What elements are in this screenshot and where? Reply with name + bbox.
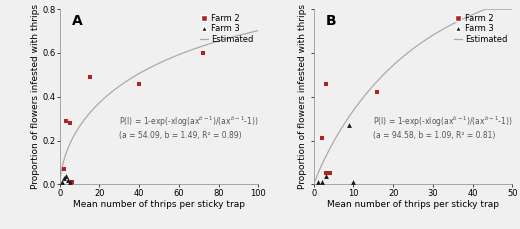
Point bbox=[326, 172, 334, 175]
Point bbox=[135, 82, 144, 85]
Point bbox=[58, 180, 66, 184]
Text: P(I) = 1-exp(-xlog(ax$^{b-1}$)/(ax$^{b-1}$-1))
(a = 54.09, b = 1.49, R² = 0.89): P(I) = 1-exp(-xlog(ax$^{b-1}$)/(ax$^{b-1… bbox=[119, 114, 259, 140]
Point bbox=[318, 136, 326, 140]
Legend: Farm 2, Farm 3, Estimated: Farm 2, Farm 3, Estimated bbox=[199, 13, 254, 44]
Y-axis label: Proportion of flowers infested with thrips: Proportion of flowers infested with thri… bbox=[31, 4, 40, 189]
Point bbox=[345, 123, 354, 127]
Text: P(I) = 1-exp(-xlog(ax$^{b-1}$)/(ax$^{b-1}$-1))
(a = 94.58, b = 1.09, R² = 0.81): P(I) = 1-exp(-xlog(ax$^{b-1}$)/(ax$^{b-1… bbox=[373, 114, 513, 140]
Point bbox=[66, 180, 74, 184]
Point bbox=[199, 51, 207, 55]
Point bbox=[61, 119, 70, 123]
Legend: Farm 2, Farm 3, Estimated: Farm 2, Farm 3, Estimated bbox=[453, 13, 508, 44]
Text: A: A bbox=[72, 14, 83, 28]
Y-axis label: Proportion of flowers infested with thrips: Proportion of flowers infested with thri… bbox=[298, 4, 307, 189]
Point bbox=[66, 121, 74, 125]
Point bbox=[349, 180, 358, 184]
Point bbox=[321, 82, 330, 85]
Point bbox=[373, 90, 382, 94]
Point bbox=[60, 167, 68, 171]
Point bbox=[63, 178, 72, 182]
Point bbox=[68, 180, 76, 184]
Point bbox=[321, 174, 330, 177]
X-axis label: Mean number of thrips per sticky trap: Mean number of thrips per sticky trap bbox=[73, 200, 245, 209]
Point bbox=[318, 180, 326, 184]
Point bbox=[61, 174, 70, 177]
Point bbox=[314, 180, 322, 184]
Point bbox=[60, 176, 68, 180]
Point bbox=[85, 75, 94, 79]
X-axis label: Mean number of thrips per sticky trap: Mean number of thrips per sticky trap bbox=[327, 200, 499, 209]
Text: B: B bbox=[326, 14, 336, 28]
Point bbox=[321, 172, 330, 175]
